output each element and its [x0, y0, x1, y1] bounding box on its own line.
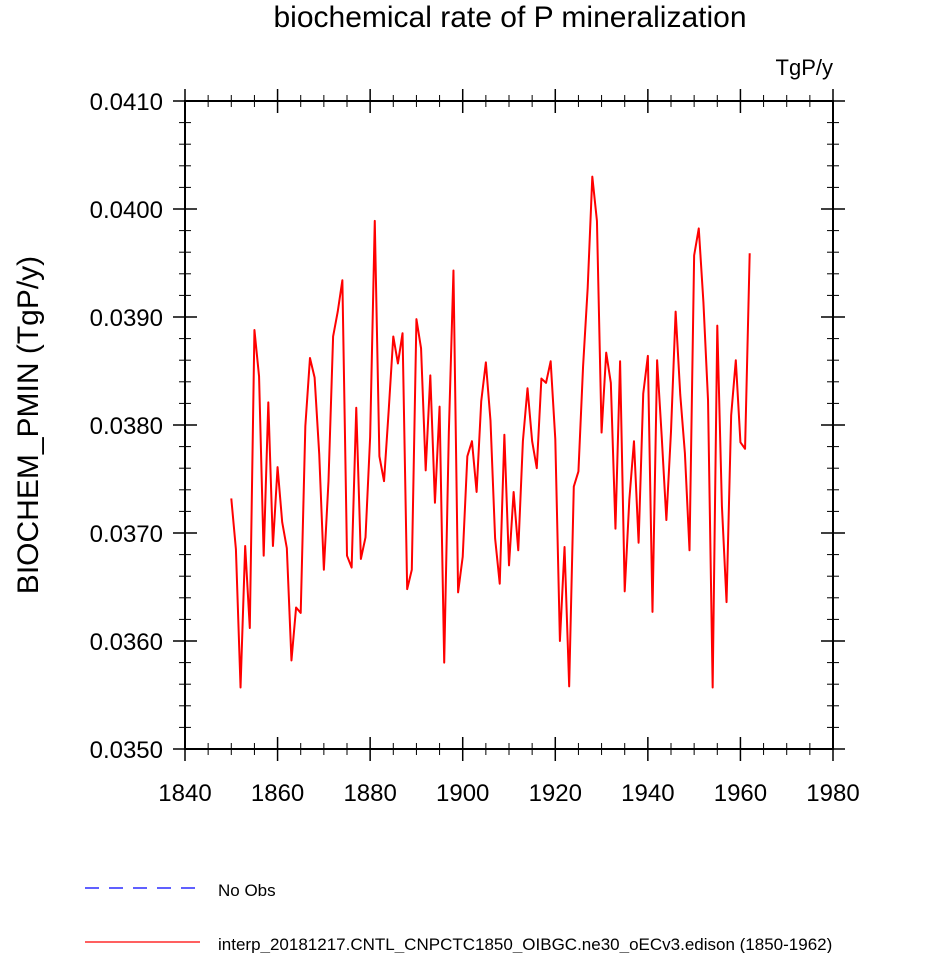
series-layer	[230, 175, 751, 689]
y-axis-label: BIOCHEM_PMIN (TgP/y)	[12, 256, 45, 594]
x-tick-label: 1840	[158, 780, 211, 807]
legend-item-model-run: interp_20181217.CNTL_CNPCTC1850_OIBGC.ne…	[85, 935, 832, 953]
x-tick-label: 1940	[621, 780, 674, 807]
chart-title: biochemical rate of P mineralization	[273, 1, 746, 34]
y-tick-label: 0.0410	[90, 89, 163, 116]
x-tick-label: 1860	[251, 780, 304, 807]
y-tick-label: 0.0400	[90, 197, 163, 224]
legend-label-no-obs: No Obs	[218, 881, 276, 900]
y-tick-label: 0.0360	[90, 629, 163, 656]
y-tick-label: 0.0390	[90, 305, 163, 332]
series-line	[230, 175, 751, 689]
y-tick-label: 0.0380	[90, 413, 163, 440]
legend: No Obs interp_20181217.CNTL_CNPCTC1850_O…	[85, 881, 832, 953]
plot-frame	[184, 100, 834, 750]
plot-area: 1840 1860 1880 1900 1920 1940 1960 1980 0.03500…	[90, 89, 860, 807]
legend-label-model-run: interp_20181217.CNTL_CNPCTC1850_OIBGC.ne…	[218, 935, 832, 953]
y-tick-label: 0.0370	[90, 521, 163, 548]
x-tick-label: 1980	[806, 780, 859, 807]
units-label: TgP/y	[776, 55, 833, 80]
x-tick-label: 1920	[529, 780, 582, 807]
x-tick-label: 1960	[714, 780, 767, 807]
y-tick-label: 0.0350	[90, 737, 163, 764]
x-axis: 1840 1860 1880 1900 1920 1940 1960 1980	[158, 89, 860, 807]
x-tick-label: 1900	[436, 780, 489, 807]
y-axis: 0.0350 0.0360 0.0370 0.0380 0.0390 0.0400 0.04…	[90, 89, 845, 764]
x-tick-label: 1880	[343, 780, 396, 807]
legend-item-no-obs: No Obs	[85, 881, 276, 900]
